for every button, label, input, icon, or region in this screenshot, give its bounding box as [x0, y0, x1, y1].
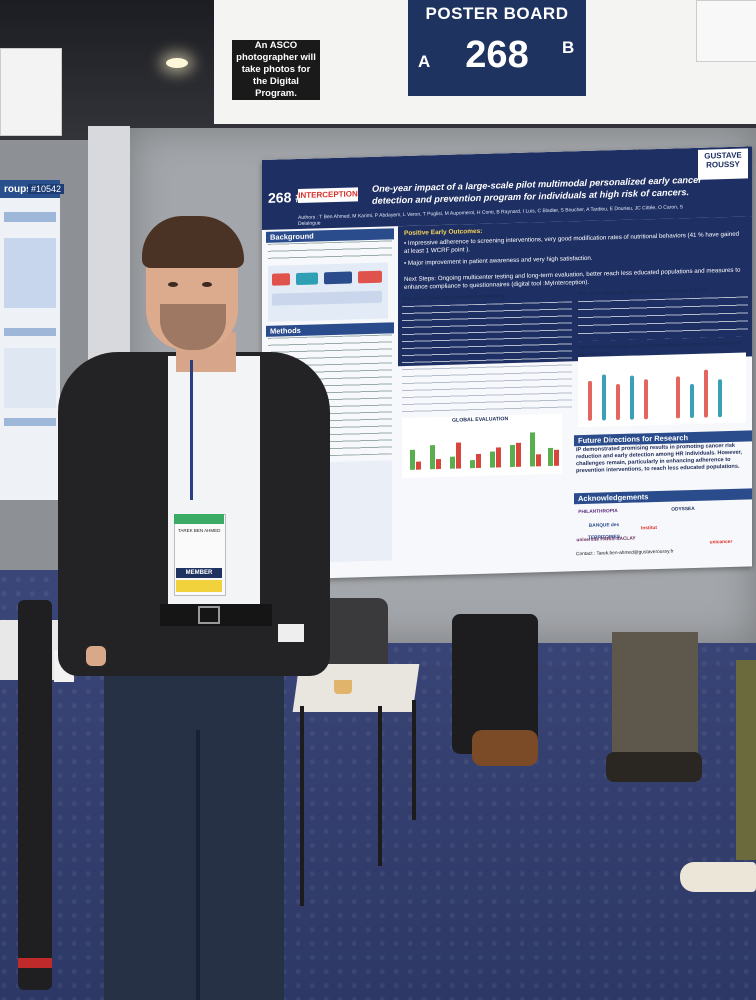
- chart-bar: [416, 461, 421, 470]
- visitor-shoes: [472, 730, 538, 766]
- chart-bar: [456, 442, 461, 469]
- badge-ribbon: [176, 580, 222, 592]
- badge-member-label: MEMBER: [176, 568, 222, 578]
- ack-logo: Institut: [641, 525, 657, 532]
- diagram-block: [296, 272, 318, 286]
- chart-bar: [476, 453, 481, 469]
- chair-leg: [300, 706, 304, 906]
- interception-logo: INTERCEPTION: [298, 187, 358, 203]
- adjacent-poster-label: roups:: [4, 184, 36, 195]
- chart-bar: [496, 447, 501, 468]
- poster-table: [4, 238, 56, 308]
- chart-bar: [436, 459, 441, 470]
- presenter-beard: [160, 304, 226, 350]
- diagram-block: [324, 271, 352, 285]
- chart-bar: [510, 444, 515, 468]
- violin: [676, 376, 680, 419]
- violin: [588, 380, 592, 421]
- poster-block: [4, 418, 56, 426]
- poster-text: [4, 348, 56, 408]
- presenter-belt: [160, 604, 272, 626]
- screening-text: [402, 301, 572, 415]
- chair-leg: [378, 706, 382, 866]
- presenter-eye: [168, 282, 178, 287]
- chart-bar: [554, 449, 559, 466]
- chart-bar: [548, 447, 553, 467]
- presenter-hair: [142, 216, 244, 268]
- poster-tube: [18, 600, 52, 990]
- chart-bar: [410, 449, 415, 470]
- chart-bar: [530, 432, 535, 467]
- acknowledgements-heading: Acknowledgements: [574, 488, 752, 505]
- outcomes-heading: Positive Early Outcomes:: [404, 227, 483, 238]
- adjacent-poster: [0, 180, 60, 500]
- lanyard: [190, 360, 193, 500]
- diagram-block: [272, 273, 290, 286]
- adjacent-poster-id: #10542: [28, 184, 65, 194]
- ceiling-light: [166, 58, 188, 68]
- visitor-shoe: [680, 862, 756, 892]
- gustave-roussy-logo: GUSTAVE ROUSSY: [698, 148, 748, 180]
- presenter-jeans: [104, 616, 284, 1000]
- chart-title: GLOBAL EVALUATION: [452, 416, 509, 424]
- chart-bar: [430, 445, 435, 470]
- poster-tube-band: [18, 958, 52, 968]
- contact-email: Contact : Tarek.ben-ahmed@gustaveroussy.…: [576, 549, 674, 558]
- violin: [718, 379, 722, 418]
- poster-block: [4, 212, 56, 222]
- chair-leg: [412, 700, 416, 820]
- side-a-label: A: [418, 52, 431, 71]
- ack-logo: PHILANTHROPIA: [578, 509, 618, 516]
- chart-bar: [490, 451, 495, 468]
- badge-name: TAREK BEN AHMED: [178, 528, 221, 533]
- violin: [602, 374, 606, 421]
- new-cancer-table: [578, 296, 748, 342]
- adjacent-sign: [0, 48, 62, 136]
- ack-logo: ODYSSEA: [671, 506, 695, 513]
- badge-stripe: [174, 514, 224, 524]
- violin: [704, 369, 708, 418]
- side-b-label: B: [562, 38, 575, 57]
- chart-bar: [516, 442, 521, 467]
- coffee-cup: [334, 680, 352, 694]
- diagram-block: [358, 270, 382, 284]
- diagram-block: [272, 290, 382, 306]
- violin: [644, 379, 648, 420]
- chart-bar: [536, 454, 541, 467]
- violin: [630, 375, 634, 420]
- future-directions-text: IP demonstrated promising results in pro…: [576, 442, 742, 475]
- visitor-legs: [736, 660, 756, 860]
- shirt-cuff: [278, 624, 304, 642]
- jeans-seam: [196, 730, 200, 1000]
- visitor-shoes: [606, 752, 702, 782]
- asco-photographer-sign: An ASCO photographer will take photos fo…: [232, 40, 320, 100]
- poster-board-number: 268: [465, 34, 529, 76]
- poster-block: [4, 328, 56, 336]
- chart-bar: [470, 460, 475, 469]
- program-diagram: [268, 262, 388, 322]
- presenter-hand: [86, 646, 106, 666]
- perceived-risk-violins: [578, 352, 746, 428]
- scientific-poster: 268 # INTERCEPTION One-year impact of a …: [262, 146, 752, 581]
- background-text: [268, 240, 392, 264]
- global-evaluation-chart: GLOBAL EVALUATION: [402, 413, 562, 479]
- violin: [690, 383, 694, 419]
- poster-board-title: POSTER BOARD: [425, 4, 569, 23]
- chart-bar: [450, 456, 455, 469]
- ack-logo: université PARIS-SACLAY: [576, 536, 636, 544]
- belt-buckle: [198, 606, 220, 624]
- violin: [616, 384, 620, 421]
- poster-board-sign: POSTER BOARD 268 A B: [408, 0, 586, 96]
- presenter-eye: [202, 282, 212, 287]
- corner-card: [696, 0, 756, 62]
- ack-logo: BANQUE des TERRITOIRES: [587, 523, 621, 541]
- poster-title: One-year impact of a large-scale pilot m…: [372, 174, 702, 206]
